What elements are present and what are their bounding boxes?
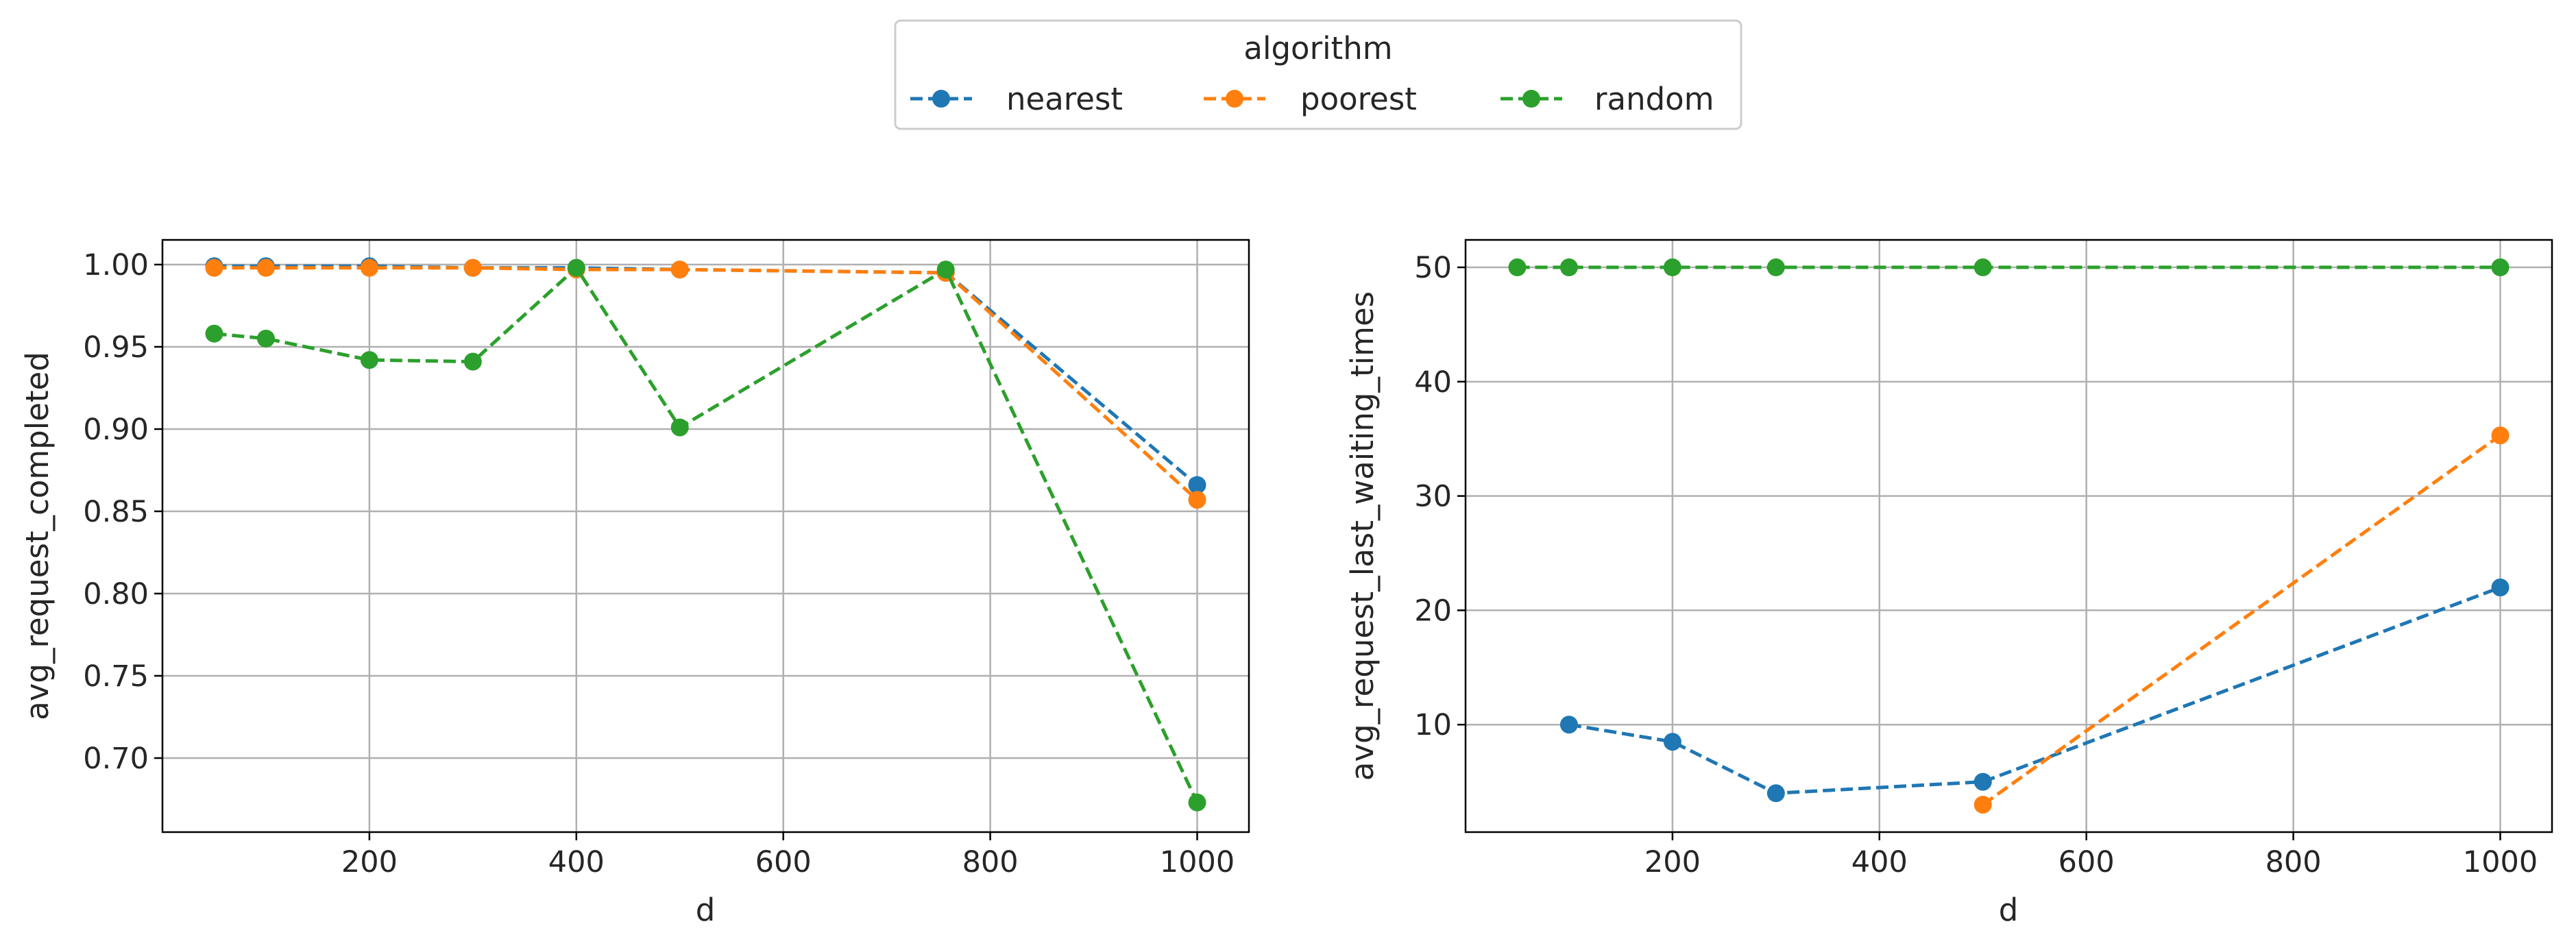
y-tick-label-left: 0.70 [83, 742, 149, 776]
data-point-nearest-right [2491, 578, 2510, 597]
data-point-poorest-left [360, 258, 378, 277]
data-point-nearest-right [1973, 772, 1992, 791]
data-point-nearest-left [1188, 476, 1206, 494]
x-tick-label-right: 1000 [2463, 845, 2538, 879]
legend-entry-random: random [1500, 81, 1714, 117]
legend-marker-random [1522, 90, 1540, 108]
x-tick-label-right: 800 [2265, 845, 2322, 879]
y-axis-label-right: avg_request_last_waiting_times [1344, 291, 1381, 781]
data-point-random-right [1766, 258, 1785, 277]
x-tick-label-left: 200 [341, 845, 398, 879]
y-tick-label-left: 0.85 [83, 495, 149, 529]
data-point-nearest-right [1766, 784, 1785, 803]
x-tick-label-left: 600 [755, 845, 812, 879]
y-tick-label-left: 1.00 [83, 248, 149, 282]
data-point-random-right [1559, 258, 1578, 277]
y-tick-label-right: 30 [1414, 480, 1452, 514]
data-point-nearest-right [1663, 733, 1681, 751]
grid-right [1466, 240, 2552, 832]
x-tick-label-right: 200 [1644, 845, 1701, 879]
data-point-random-right [1663, 258, 1681, 277]
data-point-poorest-left [670, 260, 689, 279]
data-point-random-left [670, 418, 689, 437]
x-tick-label-left: 800 [962, 845, 1019, 879]
y-axis-label-left: avg_request_completed [19, 352, 56, 720]
series-line-random-left [214, 266, 1199, 803]
x-tick-label-right: 400 [1851, 845, 1908, 879]
y-tick-label-right: 10 [1414, 708, 1452, 742]
data-point-random-right [1508, 258, 1527, 277]
data-point-poorest-left [1188, 491, 1206, 509]
x-axis-label-right: d [1999, 892, 2019, 928]
data-point-random-left [1188, 793, 1206, 812]
subplot-left: 200 400 600 800 1000 0.70 0.75 0.80 0.85 0.90 0.95… [19, 239, 1250, 928]
y-tick-label-left: 0.80 [83, 577, 149, 611]
data-point-random-left [463, 352, 482, 371]
subplot-right: 200 400 600 800 1000 10 20 30 40 50 d avg_request… [1344, 239, 2553, 928]
legend-label-nearest: nearest [1006, 81, 1123, 117]
x-tick-label-left: 400 [548, 845, 605, 879]
legend-entry-nearest: nearest [910, 81, 1123, 117]
legend-marker-poorest [1226, 90, 1243, 108]
legend-title: algorithm [1243, 30, 1392, 66]
data-point-random-left [936, 260, 955, 279]
data-point-random-right [1973, 258, 1992, 277]
legend: algorithm nearest poorest random [894, 19, 1742, 130]
data-point-poorest-left [256, 258, 275, 277]
y-tick-label-right: 20 [1414, 594, 1452, 628]
data-point-random-left [360, 351, 378, 369]
ticks-right: 200 400 600 800 1000 10 20 30 40 50 [1414, 251, 2538, 879]
x-tick-label-right: 600 [2058, 845, 2115, 879]
series-left [205, 257, 1206, 812]
plot-frame-right [1464, 239, 2553, 833]
data-point-random-left [567, 258, 585, 277]
x-axis-label-left: d [696, 892, 716, 928]
data-point-random-left [256, 330, 275, 348]
data-point-random-right [2491, 258, 2510, 277]
legend-label-poorest: poorest [1300, 81, 1417, 117]
legend-marker-nearest [932, 90, 950, 108]
y-tick-label-right: 40 [1414, 365, 1452, 400]
grid-left [162, 240, 1249, 832]
y-tick-label-left: 0.75 [83, 659, 149, 694]
series-line-poorest-left [214, 266, 1199, 502]
y-tick-label-left: 0.90 [83, 413, 149, 447]
y-tick-label-left: 0.95 [83, 330, 149, 365]
data-point-poorest-right [2491, 426, 2510, 445]
plot-frame-left [161, 239, 1250, 833]
x-tick-label-left: 1000 [1160, 845, 1235, 879]
data-point-poorest-left [463, 258, 482, 277]
series-right [1508, 258, 2510, 814]
data-point-poorest-left [205, 258, 223, 277]
legend-label-random: random [1594, 81, 1714, 117]
data-point-poorest-right [1973, 795, 1992, 814]
ticks-left: 200 400 600 800 1000 0.70 0.75 0.80 0.85 0.90 0.95… [83, 248, 1235, 879]
data-point-random-left [205, 324, 223, 343]
legend-entry-poorest: poorest [1204, 81, 1417, 117]
data-point-nearest-right [1559, 716, 1578, 734]
y-tick-label-right: 50 [1414, 251, 1452, 285]
